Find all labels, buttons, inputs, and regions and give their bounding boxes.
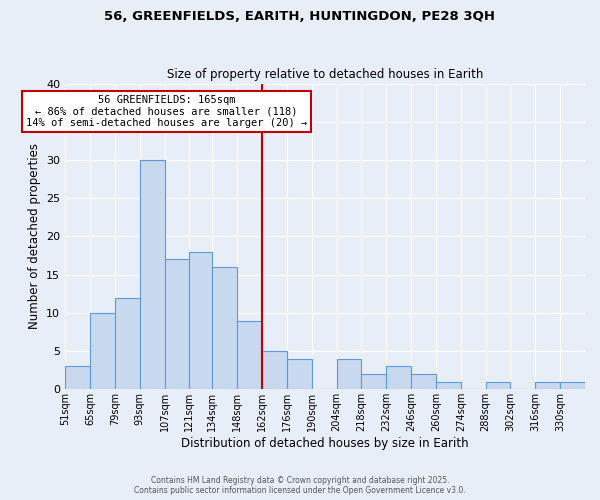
Bar [237,320,262,390]
Bar [164,260,190,390]
Bar [140,160,164,390]
Bar [115,298,140,390]
Title: Size of property relative to detached houses in Earith: Size of property relative to detached ho… [167,68,483,81]
Text: 56 GREENFIELDS: 165sqm
← 86% of detached houses are smaller (118)
14% of semi-de: 56 GREENFIELDS: 165sqm ← 86% of detached… [26,95,307,128]
Text: 56, GREENFIELDS, EARITH, HUNTINGDON, PE28 3QH: 56, GREENFIELDS, EARITH, HUNTINGDON, PE2… [104,10,496,23]
Y-axis label: Number of detached properties: Number of detached properties [28,144,41,330]
Bar [560,382,585,390]
Bar [190,252,212,390]
Text: Contains HM Land Registry data © Crown copyright and database right 2025.
Contai: Contains HM Land Registry data © Crown c… [134,476,466,495]
Bar [436,382,461,390]
Bar [386,366,411,390]
Bar [411,374,436,390]
Bar [90,313,115,390]
Bar [485,382,511,390]
Bar [262,351,287,390]
X-axis label: Distribution of detached houses by size in Earith: Distribution of detached houses by size … [181,437,469,450]
Bar [535,382,560,390]
Bar [361,374,386,390]
Bar [337,358,361,390]
Bar [212,267,237,390]
Bar [287,358,312,390]
Bar [65,366,90,390]
